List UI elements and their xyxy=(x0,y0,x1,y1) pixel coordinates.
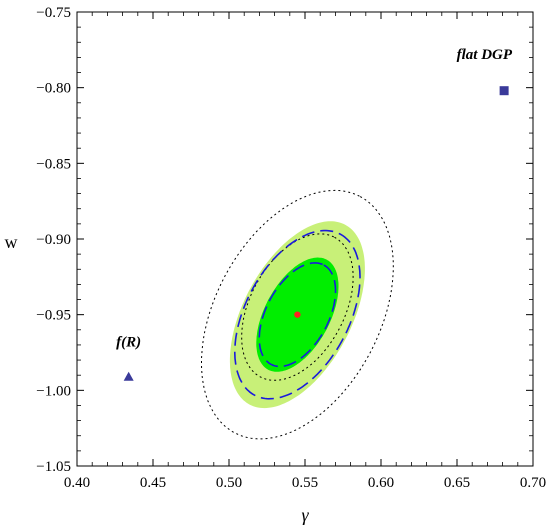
x-axis-label: γ xyxy=(301,505,309,525)
x-tick-label: 0.60 xyxy=(368,475,394,491)
contour-dashed-5 xyxy=(258,262,337,368)
y-axis-label: w xyxy=(5,232,18,252)
y-tick-label: −1.05 xyxy=(36,459,71,475)
x-tick-label: 0.45 xyxy=(140,475,166,491)
marker-label: f(R) xyxy=(116,334,141,350)
x-tick-label: 0.65 xyxy=(444,475,470,491)
marker-label: flat DGP xyxy=(457,47,513,63)
y-tick-label: −0.90 xyxy=(36,232,71,248)
y-tick-label: −0.80 xyxy=(36,81,71,97)
tick-layer: 0.40 0.45 0.50 0.55 0.60 0.65 0.70 −0.75 −0.80 −0… xyxy=(36,5,546,491)
x-tick-label: 0.55 xyxy=(292,475,318,491)
marker-layer: flat DGP f(R) xyxy=(116,47,513,381)
contour-dashed-4 xyxy=(234,229,361,400)
contour-dotted-3 xyxy=(241,233,354,381)
y-tick-label: −1.00 xyxy=(36,383,71,399)
y-tick-label: −0.95 xyxy=(36,308,71,324)
marker-square xyxy=(499,86,509,96)
x-tick-label: 0.40 xyxy=(64,475,90,491)
x-tick-label: 0.50 xyxy=(216,475,242,491)
y-tick-label: −0.75 xyxy=(36,5,71,21)
y-tick-label: −0.85 xyxy=(36,156,71,172)
marker-triangle xyxy=(123,371,134,381)
best-fit-point xyxy=(294,311,301,318)
x-tick-label: 0.70 xyxy=(520,475,546,491)
